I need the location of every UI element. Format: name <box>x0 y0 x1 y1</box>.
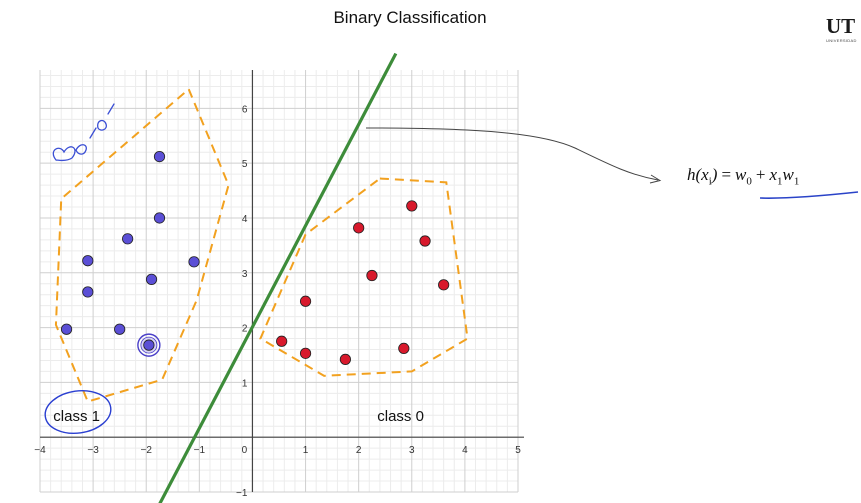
data-point <box>276 335 288 347</box>
y-tick-label: 3 <box>242 269 248 280</box>
handwritten-annotations <box>44 103 859 434</box>
x-tick-label: −1 <box>194 445 206 456</box>
class1-circle <box>44 390 112 434</box>
data-point <box>299 347 312 359</box>
data-point <box>366 269 378 282</box>
data-point <box>188 256 200 268</box>
decision-boundary <box>158 52 398 503</box>
handwritten-scribble <box>52 103 115 162</box>
y-tick-label: 4 <box>242 214 248 225</box>
data-point <box>145 273 158 285</box>
formula-eq: = <box>721 165 732 184</box>
class-label: class 1 <box>53 408 100 425</box>
formula-w0-sub: 0 <box>746 175 752 188</box>
formula-w1-sub: 1 <box>793 175 800 188</box>
data-points <box>60 150 450 365</box>
dashed-hull <box>54 87 230 403</box>
formula-underline <box>759 191 859 199</box>
x-tick-label: 4 <box>462 445 468 456</box>
y-tick-label: −1 <box>236 488 248 499</box>
x-tick-label: 2 <box>356 445 362 456</box>
boundary-line <box>158 52 398 503</box>
data-point <box>82 255 94 267</box>
formula-lhs: h(x <box>687 165 709 184</box>
x-tick-label: 5 <box>515 445 521 456</box>
data-point <box>122 233 134 245</box>
formula-w1: w <box>782 165 794 184</box>
y-tick-label: 2 <box>242 324 248 335</box>
x-tick-label: 3 <box>409 445 415 456</box>
hypothesis-formula: h(xi) = w0 + x1w1 <box>687 165 799 187</box>
y-tick-label: 5 <box>242 159 248 170</box>
x-tick-label: 1 <box>303 445 309 456</box>
x-tick-label: 0 <box>242 445 248 456</box>
data-point <box>153 212 166 224</box>
formula-lhs-close: ) <box>711 165 718 184</box>
data-point <box>406 200 418 212</box>
data-point <box>398 342 410 355</box>
data-point <box>299 295 312 307</box>
data-point <box>353 222 365 234</box>
y-tick-label: 6 <box>242 104 248 115</box>
data-point <box>339 353 351 365</box>
data-point <box>60 323 73 335</box>
data-point <box>438 279 450 291</box>
data-point <box>143 339 155 351</box>
slide-title: Binary Classification <box>333 8 487 27</box>
data-point <box>153 150 166 163</box>
axes <box>40 70 524 492</box>
university-logo: UT <box>826 14 856 38</box>
class-label: class 0 <box>377 408 424 425</box>
x-tick-label: −3 <box>87 445 99 456</box>
data-point <box>114 323 126 335</box>
university-logo-subtext: UNIVERSIDAD <box>826 38 857 43</box>
tick-labels: −4 −3 −2 −1 0 1 2 3 4 5 −1 1 2 3 4 5 6 <box>34 104 521 499</box>
class-labels: class 1 class 0 <box>53 408 424 425</box>
highlight-ring-outer <box>137 333 161 357</box>
x-tick-label: −4 <box>34 445 46 456</box>
pointer-arrow-head <box>649 174 662 184</box>
grid-minor <box>40 70 518 492</box>
formula-x1-sub: 1 <box>777 175 783 188</box>
formula-lhs-sub: i <box>708 175 712 188</box>
data-point <box>419 235 431 247</box>
formula-w0: w <box>735 165 747 184</box>
pointer-arrow-line <box>365 127 659 181</box>
convex-hulls <box>54 87 469 403</box>
data-point <box>82 286 94 298</box>
x-tick-label: −2 <box>141 445 153 456</box>
formula-x1: x <box>769 165 778 184</box>
dashed-hull <box>259 177 469 377</box>
y-tick-label: 1 <box>242 378 248 389</box>
formula-plus: + <box>755 165 766 184</box>
